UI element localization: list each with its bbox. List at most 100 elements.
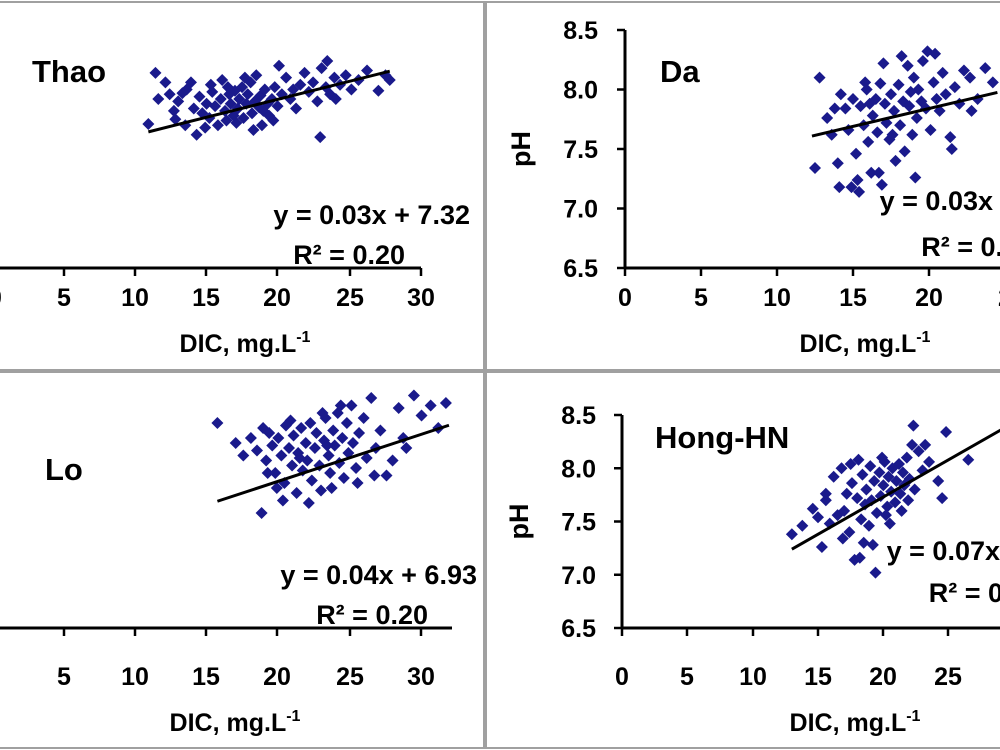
r-squared-label: R² = 0.20	[316, 600, 428, 630]
data-point	[345, 399, 358, 412]
trendline	[216, 423, 450, 503]
panel-border-hong	[485, 371, 1000, 749]
data-point	[167, 104, 180, 117]
station-title: Thao	[32, 54, 106, 89]
data-point	[327, 424, 340, 437]
data-point	[272, 432, 285, 444]
data-point	[853, 185, 866, 198]
data-point	[400, 442, 413, 454]
data-point	[835, 462, 848, 475]
data-point	[230, 116, 243, 129]
data-point	[912, 445, 925, 458]
station-title: Lo	[45, 452, 83, 487]
data-point	[221, 81, 234, 94]
x-tick-label: 30	[407, 284, 435, 312]
data-point	[328, 439, 341, 452]
data-point	[237, 449, 250, 462]
data-point	[948, 81, 961, 94]
data-point	[276, 494, 289, 507]
data-point	[898, 145, 911, 158]
data-point	[284, 414, 297, 427]
data-point	[316, 407, 329, 419]
data-point	[881, 500, 894, 513]
data-point	[328, 71, 341, 84]
y-tick-label: 6.5	[563, 255, 598, 283]
data-point	[229, 437, 242, 449]
data-point	[862, 519, 875, 532]
data-point	[892, 78, 905, 91]
data-point	[270, 482, 283, 494]
data-point	[353, 427, 366, 439]
data-point	[211, 119, 224, 132]
data-point	[843, 526, 856, 539]
data-point	[979, 62, 992, 75]
data-point	[299, 437, 312, 449]
data-point	[870, 506, 883, 519]
data-point	[315, 62, 328, 75]
regression-equation: y = 0.03x	[880, 186, 993, 216]
data-point	[840, 487, 853, 500]
data-point	[902, 494, 915, 507]
data-point	[845, 181, 858, 194]
panel-border-thao	[0, 1, 485, 371]
data-point	[324, 467, 337, 479]
x-tick-label: 20	[915, 284, 943, 312]
data-point	[305, 474, 318, 487]
data-point	[269, 467, 282, 479]
x-tick-label: 5	[680, 663, 694, 691]
data-point	[854, 100, 867, 113]
x-tick-label: 15	[804, 663, 832, 691]
y-tick-label: 7.5	[561, 509, 596, 537]
data-point	[964, 71, 977, 84]
data-point	[361, 64, 374, 77]
x-axis-label: DIC, mg.L-1	[790, 708, 921, 737]
x-tick-label: 15	[839, 284, 867, 312]
y-axis-label: pH	[506, 131, 536, 167]
data-point	[290, 487, 303, 499]
data-point	[365, 392, 378, 404]
data-point	[255, 507, 268, 519]
data-point	[267, 114, 280, 127]
data-point	[314, 484, 327, 497]
data-point	[894, 119, 907, 132]
data-point	[916, 54, 929, 67]
x-tick-label: 0	[0, 284, 2, 312]
data-point	[932, 475, 945, 488]
data-point	[869, 566, 882, 579]
data-point	[828, 102, 841, 115]
y-tick-label: 8.5	[563, 17, 598, 45]
data-point	[859, 76, 872, 89]
data-point	[944, 131, 957, 144]
trendline	[811, 91, 998, 138]
x-tick-label: 25	[336, 663, 364, 691]
data-point	[372, 84, 385, 97]
data-point	[241, 88, 254, 101]
data-point	[216, 73, 229, 86]
data-point	[345, 83, 358, 96]
data-point	[889, 154, 902, 167]
r-squared-label: R² = 0	[929, 578, 1000, 608]
data-point	[838, 504, 851, 517]
data-point	[857, 536, 870, 549]
data-point	[864, 460, 877, 473]
data-point	[184, 76, 197, 89]
y-tick-label: 7.5	[563, 136, 598, 164]
data-point	[827, 470, 840, 483]
y-tick-label: 8.5	[561, 402, 596, 430]
data-point	[866, 109, 879, 122]
data-point	[214, 93, 227, 106]
data-point	[266, 439, 279, 452]
data-point	[275, 449, 288, 462]
data-point	[346, 437, 359, 449]
data-point	[304, 417, 317, 429]
x-tick-label: 2	[998, 284, 1000, 312]
x-axis-label: DIC, mg.L-1	[170, 708, 301, 737]
x-tick-label: 0	[615, 663, 629, 691]
data-point	[244, 432, 257, 444]
data-point	[339, 69, 352, 82]
data-point	[255, 119, 268, 132]
data-point	[268, 81, 281, 94]
x-tick-label: 15	[192, 284, 220, 312]
data-point	[847, 93, 859, 106]
data-point	[894, 487, 907, 500]
